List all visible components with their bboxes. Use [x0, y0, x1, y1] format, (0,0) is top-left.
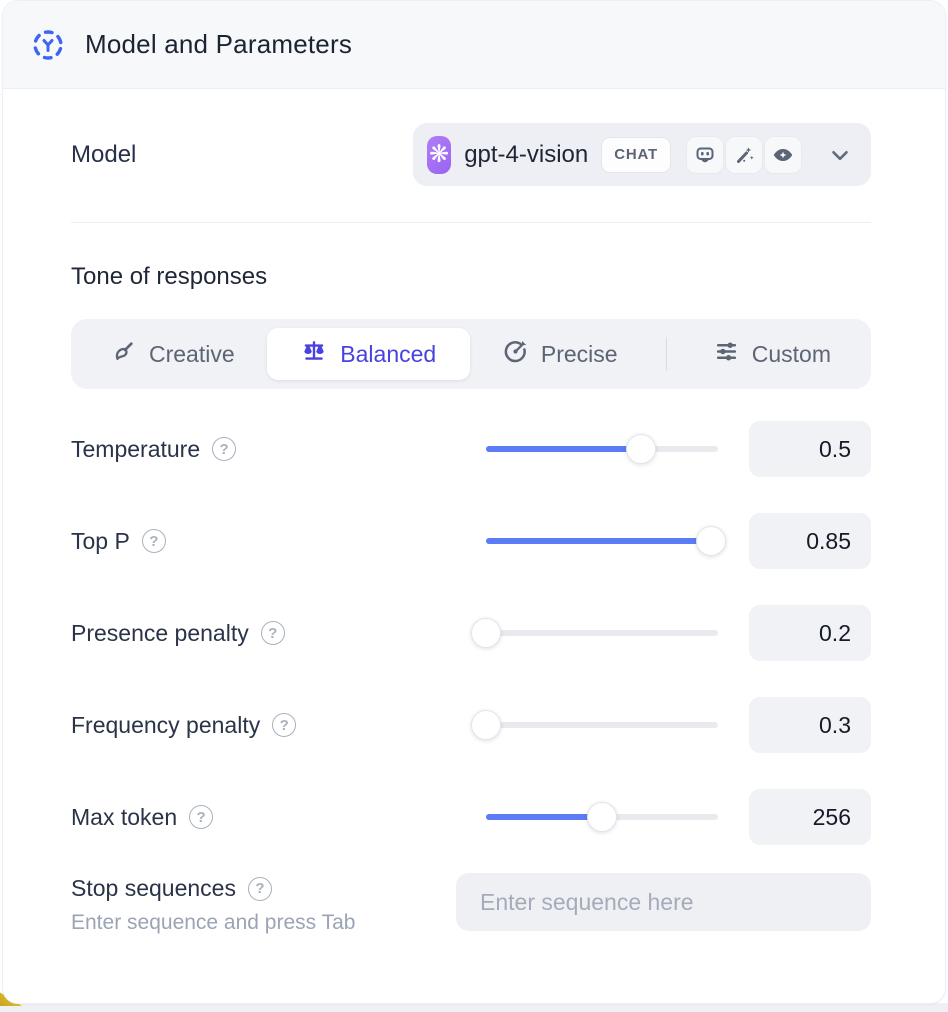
tab-label: Creative — [149, 340, 235, 367]
sliders-icon — [714, 339, 739, 370]
model-row: Model ❋ gpt-4-vision CHAT — [71, 123, 871, 186]
model-select-dropdown[interactable]: ❋ gpt-4-vision CHAT — [413, 123, 871, 186]
stop-sequences-label: Stop sequences — [71, 875, 236, 901]
stop-sequences-row: Stop sequences ? Enter sequence and pres… — [71, 873, 871, 935]
vision-eye-icon — [764, 135, 802, 174]
param-value[interactable]: 256 — [749, 789, 871, 845]
max-token-slider[interactable] — [486, 802, 718, 832]
param-value[interactable]: 0.3 — [749, 697, 871, 753]
slider-thumb[interactable] — [471, 618, 501, 648]
model-type-badge: CHAT — [601, 136, 671, 173]
model-hub-icon — [31, 28, 65, 62]
magic-wand-icon — [725, 135, 763, 174]
parameter-rows: Temperature ? 0.5 Top P ? — [71, 403, 871, 863]
tone-heading: Tone of responses — [71, 263, 268, 290]
help-icon[interactable]: ? — [212, 437, 237, 461]
balance-scale-icon — [301, 338, 327, 370]
tab-label: Custom — [751, 340, 831, 367]
help-icon[interactable]: ? — [272, 713, 297, 737]
param-row-presence-penalty: Presence penalty ? 0.2 — [71, 587, 871, 679]
top-p-slider[interactable] — [486, 526, 727, 556]
tab-precise[interactable]: Precise — [473, 328, 648, 380]
tab-label: Precise — [540, 340, 618, 367]
paintbrush-icon — [111, 339, 136, 370]
robot-icon — [686, 135, 724, 174]
stop-sequences-helper: Enter sequence and press Tab — [71, 911, 356, 934]
page-bottom-strip — [0, 1003, 948, 1012]
param-row-frequency-penalty: Frequency penalty ? 0.3 — [71, 679, 871, 771]
slider-thumb[interactable] — [471, 710, 501, 740]
chevron-down-icon — [827, 142, 853, 168]
param-label: Presence penalty — [71, 619, 249, 646]
presence-penalty-slider[interactable] — [471, 618, 718, 648]
card-header: Model and Parameters — [3, 1, 945, 89]
stop-sequence-input[interactable] — [456, 873, 871, 931]
help-icon[interactable]: ? — [189, 805, 214, 829]
param-label: Max token — [71, 803, 178, 830]
param-label: Temperature — [71, 435, 201, 462]
help-icon[interactable]: ? — [260, 621, 285, 645]
tab-balanced[interactable]: Balanced — [267, 328, 471, 380]
param-value[interactable]: 0.85 — [749, 513, 871, 569]
section-divider — [71, 222, 871, 223]
card-body: Model ❋ gpt-4-vision CHAT — [3, 123, 945, 935]
frequency-penalty-slider[interactable] — [471, 710, 718, 740]
help-icon[interactable]: ? — [247, 876, 272, 901]
param-row-temperature: Temperature ? 0.5 — [71, 403, 871, 495]
param-row-top-p: Top P ? 0.85 — [71, 495, 871, 587]
page-title: Model and Parameters — [85, 29, 353, 59]
tab-label: Balanced — [340, 340, 437, 367]
tab-custom[interactable]: Custom — [684, 328, 861, 380]
temperature-slider[interactable] — [486, 434, 718, 464]
param-value[interactable]: 0.5 — [749, 421, 871, 477]
openai-logo-icon: ❋ — [427, 135, 452, 174]
param-label: Top P — [71, 527, 130, 554]
target-icon — [503, 339, 528, 370]
param-label: Frequency penalty — [71, 711, 261, 738]
tab-creative[interactable]: Creative — [81, 328, 265, 380]
selected-model-name: gpt-4-vision — [464, 140, 589, 168]
param-row-max-token: Max token ? 256 — [71, 771, 871, 863]
slider-thumb[interactable] — [626, 434, 657, 464]
model-capabilities — [686, 135, 802, 174]
slider-thumb[interactable] — [587, 802, 617, 832]
param-value[interactable]: 0.2 — [749, 605, 871, 661]
model-label: Model — [71, 140, 137, 168]
help-icon[interactable]: ? — [141, 529, 166, 553]
tone-tab-bar: Creative Balanced — [71, 319, 871, 389]
slider-thumb[interactable] — [696, 526, 727, 556]
